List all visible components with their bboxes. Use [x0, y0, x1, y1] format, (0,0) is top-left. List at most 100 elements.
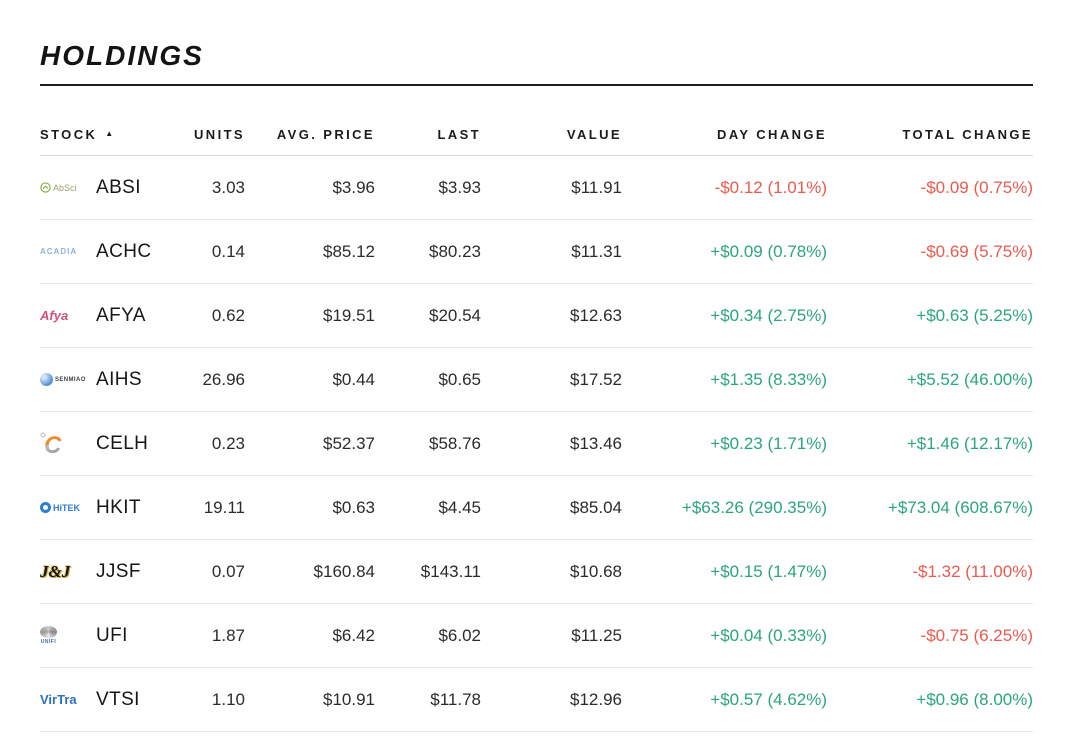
logo-text: J&J — [40, 561, 71, 581]
unifi-mark: UNIFI — [40, 626, 57, 645]
stock-cell: ACADIA ACHC — [40, 241, 180, 263]
value-cell: $12.63 — [570, 305, 622, 325]
day-change-cell: +$0.15 (1.47%) — [710, 561, 827, 581]
stock-cell: VirTra VTSI — [40, 689, 180, 711]
avg-price-cell: $85.12 — [323, 241, 375, 261]
stock-cell: UNIFI UFI — [40, 625, 180, 647]
ticker: AIHS — [96, 368, 142, 390]
column-header-stock[interactable]: STOCK ▲ — [40, 127, 180, 142]
value-cell: $11.91 — [571, 177, 622, 197]
day-change-cell: +$0.04 (0.33%) — [710, 625, 827, 645]
absci-logo: AbSci — [40, 182, 88, 193]
last-cell: $4.45 — [438, 497, 481, 517]
table-row-celh[interactable]: C CELH 0.23 $52.37 $58.76 $13.46 +$0.23 … — [40, 412, 1033, 476]
total-change-cell: -$1.32 (11.00%) — [912, 561, 1033, 581]
title-block: HOLDINGS — [40, 0, 1033, 86]
acadia-logo: ACADIA — [40, 247, 88, 256]
column-header-avg-price[interactable]: AVG. PRICE — [276, 127, 375, 142]
value-cell: $17.52 — [570, 369, 622, 389]
day-change-cell: +$63.26 (290.35%) — [681, 497, 827, 517]
total-change-cell: +$0.63 (5.25%) — [916, 305, 1033, 325]
logo-text: AbSci — [53, 182, 77, 193]
ticker: CELH — [96, 432, 149, 454]
stock-cell: SENMIAO AIHS — [40, 369, 180, 391]
total-change-cell: +$73.04 (608.67%) — [887, 497, 1033, 517]
last-cell: $6.02 — [438, 625, 481, 645]
value-cell: $12.96 — [570, 689, 622, 709]
day-change-cell: +$1.35 (8.33%) — [710, 369, 827, 389]
last-cell: $0.65 — [438, 369, 481, 389]
day-change-cell: +$0.57 (4.62%) — [710, 689, 827, 709]
celsius-c-icon: C — [40, 432, 62, 458]
units-cell: 0.23 — [211, 433, 245, 453]
units-cell: 0.14 — [211, 241, 245, 261]
value-cell: $13.46 — [570, 433, 622, 453]
value-cell: $11.31 — [571, 241, 622, 261]
value-cell: $85.04 — [570, 497, 622, 517]
day-change-cell: +$0.34 (2.75%) — [710, 305, 827, 325]
last-cell: $20.54 — [429, 305, 481, 325]
celsius-logo: C — [40, 430, 88, 458]
total-change-cell: -$0.69 (5.75%) — [920, 241, 1033, 261]
logo-text: HiTEK — [53, 502, 80, 513]
total-change-cell: +$1.46 (12.17%) — [906, 433, 1033, 453]
stock-cell: C CELH — [40, 430, 180, 458]
column-header-total-change[interactable]: TOTAL CHANGE — [902, 127, 1033, 142]
avg-price-cell: $10.91 — [323, 689, 375, 709]
column-header-stock-label: STOCK — [40, 127, 98, 142]
logo-text: ACADIA — [40, 247, 78, 256]
units-cell: 3.03 — [211, 177, 245, 197]
value-cell: $11.25 — [571, 625, 622, 645]
holdings-page: HOLDINGS STOCK ▲ UNITS AVG. PRICE LAST V… — [40, 0, 1033, 732]
sort-ascending-icon[interactable]: ▲ — [105, 129, 116, 138]
hitek-logo: HiTEK — [40, 502, 88, 513]
last-cell: $80.23 — [429, 241, 481, 261]
senmiao-swirl-icon — [40, 373, 53, 386]
total-change-cell: -$0.09 (0.75%) — [920, 177, 1033, 197]
stock-cell: HiTEK HKIT — [40, 497, 180, 519]
ticker: VTSI — [96, 688, 140, 710]
column-header-last[interactable]: LAST — [437, 127, 481, 142]
stock-cell: J&J JJSF — [40, 561, 180, 583]
avg-price-cell: $160.84 — [313, 561, 375, 581]
logo-text: Afya — [40, 308, 69, 323]
column-header-value[interactable]: VALUE — [566, 127, 622, 142]
unifi-logo: UNIFI — [40, 626, 88, 645]
table-row-afya[interactable]: Afya AFYA 0.62 $19.51 $20.54 $12.63 +$0.… — [40, 284, 1033, 348]
table-row-jjsf[interactable]: J&J JJSF 0.07 $160.84 $143.11 $10.68 +$0… — [40, 540, 1033, 604]
total-change-cell: +$0.96 (8.00%) — [916, 689, 1033, 709]
units-cell: 1.87 — [211, 625, 245, 645]
table-row-hkit[interactable]: HiTEK HKIT 19.11 $0.63 $4.45 $85.04 +$63… — [40, 476, 1033, 540]
table-row-absi[interactable]: AbSci ABSI 3.03 $3.96 $3.93 $11.91 -$0.1… — [40, 156, 1033, 220]
table-header-row: STOCK ▲ UNITS AVG. PRICE LAST VALUE DAY … — [40, 127, 1033, 156]
ticker: UFI — [96, 624, 128, 646]
day-change-cell: +$0.23 (1.71%) — [710, 433, 827, 453]
units-cell: 0.07 — [211, 561, 245, 581]
table-row-achc[interactable]: ACADIA ACHC 0.14 $85.12 $80.23 $11.31 +$… — [40, 220, 1033, 284]
units-cell: 26.96 — [202, 369, 245, 389]
column-header-units[interactable]: UNITS — [194, 127, 245, 142]
last-cell: $3.93 — [438, 177, 481, 197]
column-header-day-change[interactable]: DAY CHANGE — [717, 127, 827, 142]
afya-logo: Afya — [40, 308, 88, 323]
absci-leaf-icon — [40, 182, 51, 193]
total-change-cell: -$0.75 (6.25%) — [920, 625, 1033, 645]
stock-cell: AbSci ABSI — [40, 177, 180, 199]
table-row-vtsi[interactable]: VirTra VTSI 1.10 $10.91 $11.78 $12.96 +$… — [40, 668, 1033, 732]
logo-text: SENMIAO — [55, 376, 86, 383]
last-cell: $11.78 — [430, 689, 481, 709]
last-cell: $58.76 — [429, 433, 481, 453]
table-row-ufi[interactable]: UNIFI UFI 1.87 $6.42 $6.02 $11.25 +$0.04… — [40, 604, 1033, 668]
units-cell: 0.62 — [211, 305, 245, 325]
virtra-logo: VirTra — [40, 692, 88, 707]
total-change-cell: +$5.52 (46.00%) — [906, 369, 1033, 389]
unifi-swirl-icon — [40, 626, 57, 638]
stock-cell: Afya AFYA — [40, 305, 180, 327]
avg-price-cell: $0.44 — [332, 369, 375, 389]
ticker: HKIT — [96, 496, 141, 518]
avg-price-cell: $52.37 — [323, 433, 375, 453]
table-row-aihs[interactable]: SENMIAO AIHS 26.96 $0.44 $0.65 $17.52 +$… — [40, 348, 1033, 412]
ticker: JJSF — [96, 560, 141, 582]
units-cell: 19.11 — [203, 497, 245, 517]
page-title: HOLDINGS — [40, 40, 204, 71]
